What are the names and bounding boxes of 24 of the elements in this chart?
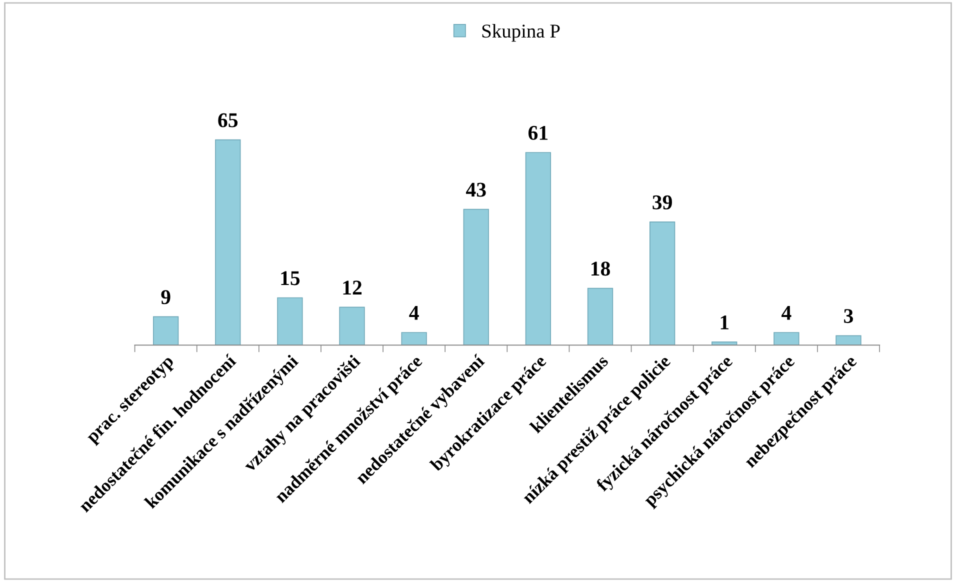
bar bbox=[339, 306, 365, 346]
bar bbox=[587, 288, 614, 346]
data-label: 43 bbox=[466, 182, 486, 197]
bar bbox=[774, 332, 800, 346]
data-label: 39 bbox=[652, 195, 672, 210]
data-label: 18 bbox=[592, 262, 610, 276]
data-label: 15 bbox=[281, 271, 300, 286]
data-label: 1 bbox=[720, 315, 728, 330]
data-label: 61 bbox=[528, 126, 548, 140]
bar bbox=[649, 222, 676, 346]
data-label: 12 bbox=[343, 280, 362, 294]
bar bbox=[525, 152, 552, 346]
data-label: 4 bbox=[782, 306, 792, 320]
bar bbox=[215, 139, 241, 346]
data-label: 3 bbox=[844, 309, 853, 324]
bar bbox=[836, 335, 862, 346]
bar bbox=[463, 208, 489, 346]
data-label: 9 bbox=[161, 290, 170, 304]
data-label: 65 bbox=[218, 113, 238, 128]
data-label: 4 bbox=[409, 306, 419, 320]
bar bbox=[401, 332, 427, 346]
bar bbox=[152, 316, 179, 346]
bar bbox=[277, 297, 303, 346]
legend-label: Skupina P bbox=[482, 24, 560, 42]
